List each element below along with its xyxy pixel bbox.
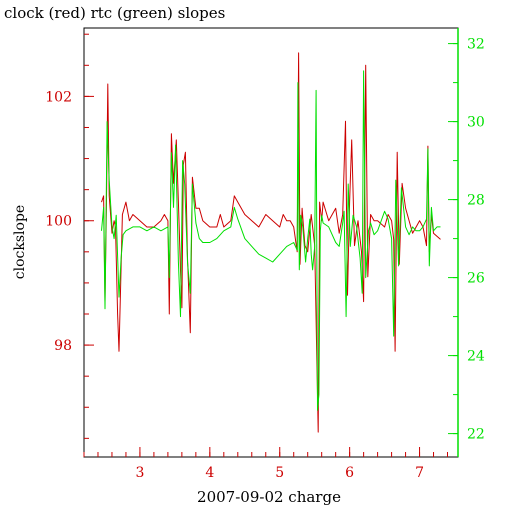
x-tick-label: 3 [135, 465, 144, 481]
y-tick-label-right: 26 [467, 271, 485, 287]
y-tick-label-right: 28 [467, 193, 485, 209]
plot-frame [83, 27, 459, 458]
y-tick-label-right: 30 [467, 115, 485, 131]
right-axis: 22 24 26 28 30 32 [448, 28, 485, 457]
y-tick-label-left: 100 [45, 214, 72, 230]
x-tick-label: 5 [275, 465, 284, 481]
series-line-clock [101, 52, 441, 433]
y-tick-label-right: 32 [467, 37, 485, 53]
left-axis: 98 100 102 [45, 33, 94, 439]
x-tick-label: 6 [345, 465, 354, 481]
x-tick-label: 4 [205, 465, 214, 481]
y-axis-label-left: clockslope [12, 205, 28, 279]
y-tick-label-right: 22 [467, 427, 485, 443]
x-tick-label: 7 [415, 465, 424, 481]
x-axis-label: 2007-09-02 charge [197, 488, 341, 506]
y-tick-label-left: 98 [54, 338, 72, 354]
chart-title: clock (red) rtc (green) slopes [4, 4, 225, 22]
y-tick-label-right: 24 [467, 349, 485, 365]
series-layer [101, 52, 441, 433]
series-line-rtc [101, 70, 441, 411]
y-tick-label-left: 102 [45, 89, 72, 105]
x-axis: 3 4 5 6 7 [83, 447, 449, 481]
